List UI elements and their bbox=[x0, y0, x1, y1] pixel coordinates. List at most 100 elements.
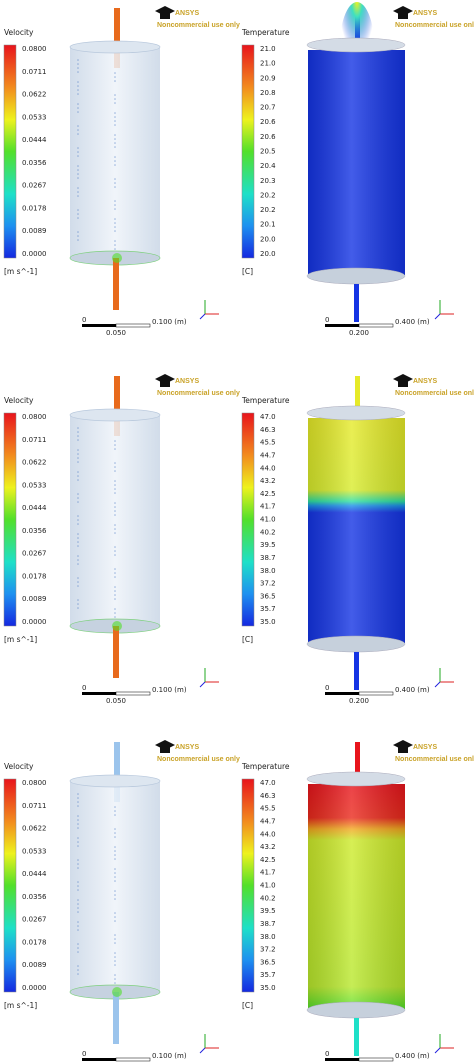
vector bbox=[77, 453, 79, 455]
vector bbox=[77, 435, 79, 437]
vector bbox=[77, 177, 79, 179]
axis-z bbox=[199, 681, 206, 688]
scale-white bbox=[115, 691, 151, 696]
vector bbox=[77, 889, 79, 891]
vector bbox=[114, 590, 116, 592]
vector bbox=[77, 125, 79, 127]
vector bbox=[77, 841, 79, 843]
colorbar-label: 0.0533 bbox=[22, 113, 47, 121]
colorbar-label: 44.0 bbox=[260, 464, 276, 472]
jet bbox=[112, 253, 122, 263]
vector bbox=[114, 510, 116, 512]
axis-z bbox=[434, 1047, 441, 1054]
vector bbox=[77, 863, 79, 865]
colorbar-label: 20.5 bbox=[260, 148, 276, 156]
vector bbox=[77, 545, 79, 547]
colorbar-label: 20.9 bbox=[260, 74, 276, 82]
vector bbox=[114, 160, 116, 162]
vector bbox=[77, 173, 79, 175]
scale-label: 0 bbox=[82, 684, 86, 692]
scale-label: 0 bbox=[82, 316, 86, 324]
colorbar-label: 0.0089 bbox=[22, 227, 47, 235]
vector bbox=[114, 880, 116, 882]
vector bbox=[77, 231, 79, 233]
vector bbox=[114, 854, 116, 856]
scale-label: 0.100 (m) bbox=[152, 1052, 187, 1060]
vector bbox=[114, 850, 116, 852]
colorbar-label: 0.0178 bbox=[22, 938, 47, 946]
colorbar-label: 0.0000 bbox=[22, 618, 47, 626]
vector bbox=[77, 67, 79, 69]
vector bbox=[114, 146, 116, 148]
logo-cap-base bbox=[160, 13, 170, 19]
vector bbox=[114, 200, 116, 202]
colorbar-label: 0.0800 bbox=[22, 413, 47, 421]
vector bbox=[77, 129, 79, 131]
vector bbox=[114, 470, 116, 472]
scale-black bbox=[325, 692, 359, 695]
colorbar-label: 20.6 bbox=[260, 118, 276, 126]
vector bbox=[114, 598, 116, 600]
colorbar-label: 36.5 bbox=[260, 592, 276, 600]
colorbar-label: 44.0 bbox=[260, 830, 276, 838]
scale-black bbox=[82, 324, 116, 327]
inlet-pipe bbox=[114, 376, 120, 436]
colorbar bbox=[3, 44, 17, 259]
vector bbox=[114, 186, 116, 188]
outlet-pipe bbox=[354, 284, 359, 322]
axis-z bbox=[199, 1047, 206, 1054]
vector bbox=[77, 471, 79, 473]
vector bbox=[77, 165, 79, 167]
vector bbox=[114, 448, 116, 450]
vector bbox=[77, 563, 79, 565]
logo-cap-base bbox=[398, 13, 408, 19]
vector bbox=[114, 492, 116, 494]
colorbar-unit: [C] bbox=[242, 635, 253, 644]
vector bbox=[77, 823, 79, 825]
cylinder-top bbox=[69, 408, 161, 422]
vector bbox=[114, 134, 116, 136]
colorbar-label: 40.2 bbox=[260, 528, 276, 536]
colorbar-label: 0.0267 bbox=[22, 182, 47, 190]
vector bbox=[77, 881, 79, 883]
vector bbox=[77, 607, 79, 609]
scale-label: 0.400 (m) bbox=[395, 318, 430, 326]
colorbar-label: 20.1 bbox=[260, 221, 276, 229]
vector bbox=[114, 876, 116, 878]
colorbar-label: 42.5 bbox=[260, 490, 276, 498]
cylinder-top bbox=[306, 37, 406, 53]
axis-z bbox=[434, 313, 441, 320]
vector bbox=[77, 845, 79, 847]
vector bbox=[114, 138, 116, 140]
vector bbox=[77, 969, 79, 971]
logo-cap-base bbox=[160, 747, 170, 753]
vector bbox=[114, 484, 116, 486]
vector bbox=[77, 151, 79, 153]
colorbar-label: 20.3 bbox=[260, 177, 276, 185]
colorbar-title: Temperature bbox=[241, 28, 290, 37]
vector bbox=[114, 182, 116, 184]
colorbar-label: 40.2 bbox=[260, 894, 276, 902]
vector bbox=[114, 964, 116, 966]
inlet-pipe bbox=[114, 8, 120, 68]
scale-white bbox=[358, 323, 394, 328]
vector bbox=[114, 112, 116, 114]
inlet-pipe bbox=[355, 376, 360, 420]
vector bbox=[114, 568, 116, 570]
vector bbox=[77, 559, 79, 561]
cylinder-shade bbox=[308, 418, 405, 643]
vector bbox=[114, 846, 116, 848]
vector bbox=[77, 899, 79, 901]
vector bbox=[114, 894, 116, 896]
colorbar-label: 38.7 bbox=[260, 554, 276, 562]
colorbar-unit: [C] bbox=[242, 267, 253, 276]
vector bbox=[114, 858, 116, 860]
vector bbox=[77, 147, 79, 149]
vector bbox=[77, 965, 79, 967]
vector bbox=[77, 493, 79, 495]
vector bbox=[114, 546, 116, 548]
vector bbox=[114, 898, 116, 900]
colorbar-label: 44.7 bbox=[260, 451, 276, 459]
colorbar-label: 39.5 bbox=[260, 907, 276, 915]
colorbar-label: 0.0356 bbox=[22, 159, 47, 167]
